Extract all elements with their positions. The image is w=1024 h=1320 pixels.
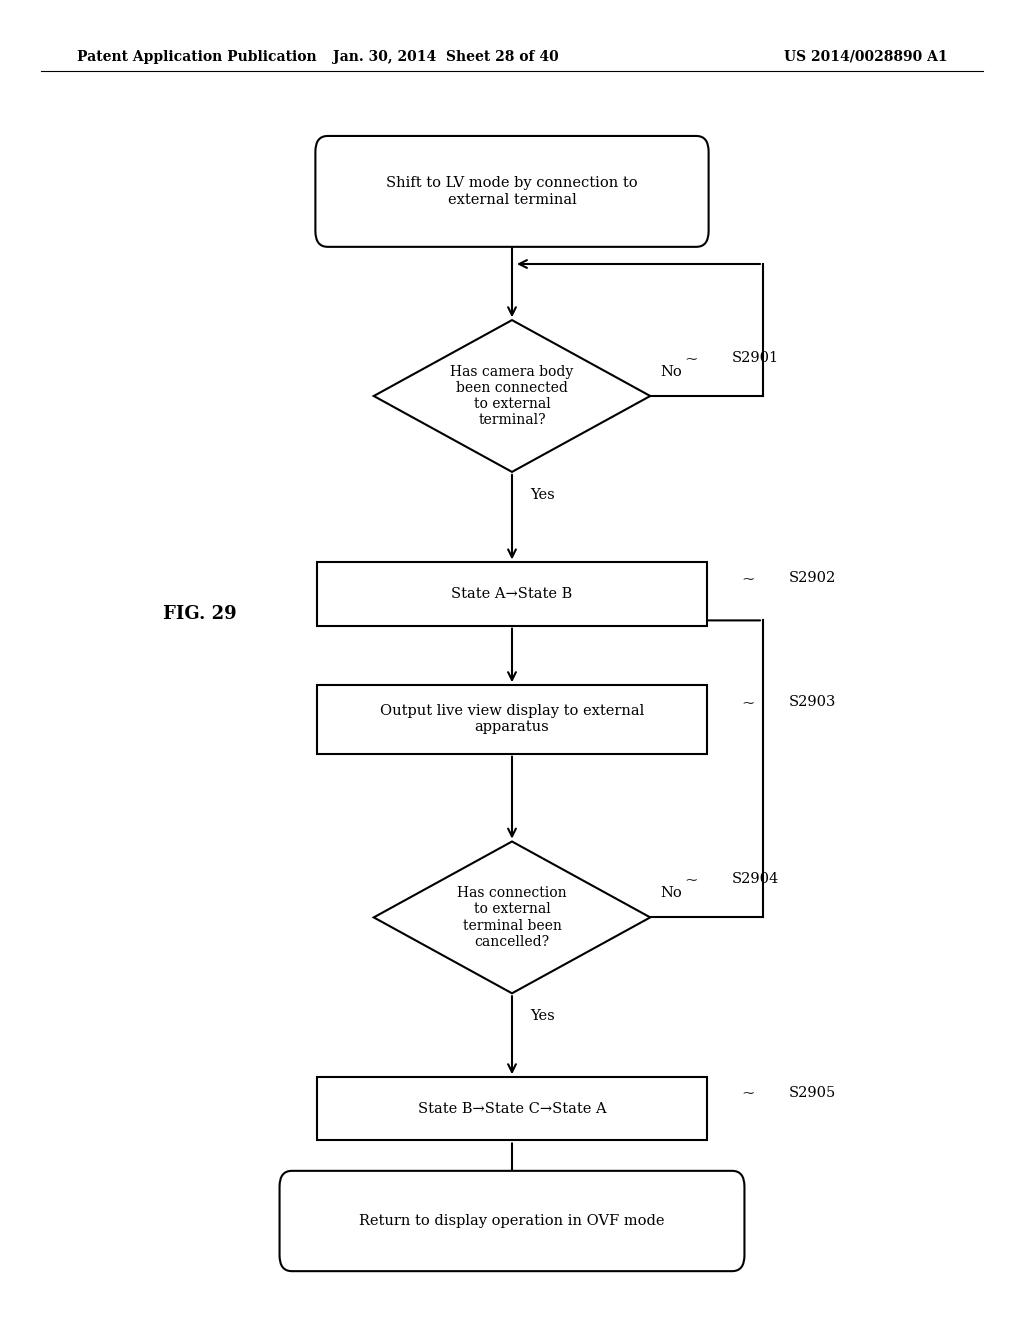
Text: No: No: [660, 886, 682, 900]
Text: Jan. 30, 2014  Sheet 28 of 40: Jan. 30, 2014 Sheet 28 of 40: [333, 50, 558, 63]
Text: S2905: S2905: [788, 1086, 836, 1100]
FancyBboxPatch shape: [280, 1171, 744, 1271]
Text: ~: ~: [684, 350, 698, 367]
Text: ~: ~: [684, 871, 698, 888]
Text: US 2014/0028890 A1: US 2014/0028890 A1: [783, 50, 947, 63]
Text: Has connection
to external
terminal been
cancelled?: Has connection to external terminal been…: [457, 886, 567, 949]
Polygon shape: [374, 842, 650, 993]
Text: Return to display operation in OVF mode: Return to display operation in OVF mode: [359, 1214, 665, 1228]
Text: S2904: S2904: [732, 873, 779, 887]
Text: FIG. 29: FIG. 29: [163, 605, 237, 623]
Text: Has camera body
been connected
to external
terminal?: Has camera body been connected to extern…: [451, 364, 573, 428]
Text: Output live view display to external
apparatus: Output live view display to external app…: [380, 705, 644, 734]
Bar: [317, 1077, 707, 1140]
Text: State B→State C→State A: State B→State C→State A: [418, 1102, 606, 1115]
Text: ~: ~: [740, 570, 755, 586]
Text: State A→State B: State A→State B: [452, 587, 572, 601]
Text: No: No: [660, 364, 682, 379]
Text: Yes: Yes: [530, 1010, 555, 1023]
Bar: [317, 562, 707, 626]
Text: Yes: Yes: [530, 488, 555, 502]
Text: Patent Application Publication: Patent Application Publication: [77, 50, 316, 63]
Text: S2903: S2903: [788, 696, 836, 709]
Text: ~: ~: [740, 1085, 755, 1101]
Bar: [317, 685, 707, 754]
Text: ~: ~: [740, 694, 755, 710]
Text: S2901: S2901: [732, 351, 779, 366]
Text: Shift to LV mode by connection to
external terminal: Shift to LV mode by connection to extern…: [386, 177, 638, 206]
Polygon shape: [374, 321, 650, 473]
FancyBboxPatch shape: [315, 136, 709, 247]
Text: S2902: S2902: [788, 572, 836, 585]
